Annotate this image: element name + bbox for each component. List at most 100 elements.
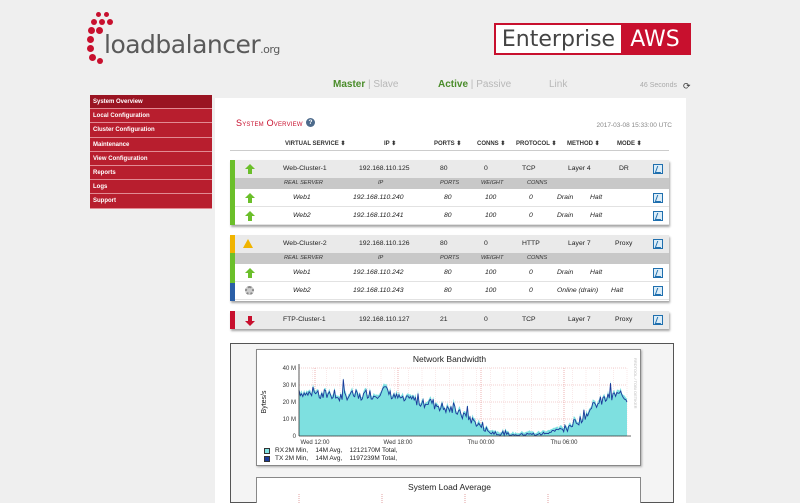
- timestamp: 2017-03-08 15:33:00 UTC: [596, 122, 672, 129]
- ha-role-status: Master | Slave: [333, 79, 399, 90]
- network-bandwidth-graph: Network Bandwidth 40 M 30 M 20 M 10 M 0 Wed 1…: [256, 349, 641, 466]
- x-tick-label: Wed 12:00: [301, 440, 331, 446]
- graph-icon[interactable]: [653, 239, 663, 249]
- vs-name[interactable]: Web-Cluster-1: [283, 165, 327, 172]
- rrdtool-credit: RRDTOOL / TOBI OETIKER: [633, 358, 638, 409]
- sidebar: System Overview Local Configuration Clus…: [90, 95, 212, 209]
- col-protocol[interactable]: PROTOCOL ⬍: [516, 141, 557, 147]
- maintenance-gear-icon: [245, 286, 254, 295]
- virtual-service-block: Web-Cluster-2 192.168.110.126 80 0 HTTP …: [230, 235, 669, 301]
- logo-dots-icon: [86, 10, 126, 66]
- logo[interactable]: loadbalancer.org: [86, 10, 280, 66]
- vs-method: Layer 7: [568, 316, 591, 323]
- real-server-row[interactable]: Web1 192.168.110.240 80 100 0 Drain Halt: [235, 189, 669, 207]
- graph-icon[interactable]: [653, 286, 663, 296]
- vs-ip: 192.168.110.126: [359, 240, 410, 247]
- vs-protocol: TCP: [522, 165, 536, 172]
- sidebar-item-support[interactable]: Support: [90, 194, 212, 209]
- vs-conns: 0: [484, 316, 488, 323]
- drain-button[interactable]: Drain: [557, 269, 574, 276]
- vs-ports: 21: [440, 316, 448, 323]
- y-tick-label: 10 M: [283, 417, 296, 423]
- virtual-service-row[interactable]: FTP-Cluster-1 192.168.110.127 21 0 TCP L…: [230, 311, 669, 329]
- vs-protocol: HTTP: [522, 240, 540, 247]
- tx-series-line: [298, 379, 628, 437]
- status-up-icon: [245, 211, 255, 221]
- vs-ports: 80: [440, 240, 448, 247]
- graph-icon[interactable]: [653, 164, 663, 174]
- rx-legend-swatch: [264, 448, 270, 454]
- real-server-row[interactable]: Web2 192.168.110.243 80 100 0 Online (dr…: [235, 282, 669, 300]
- vs-name[interactable]: FTP-Cluster-1: [283, 316, 326, 323]
- status-down-icon: [245, 316, 255, 326]
- tx-legend-swatch: [264, 456, 270, 462]
- virtual-service-block: FTP-Cluster-1 192.168.110.127 21 0 TCP L…: [230, 311, 669, 329]
- y-tick-label: 30 M: [283, 383, 296, 389]
- col-method[interactable]: METHOD ⬍: [567, 141, 600, 147]
- graph-icon[interactable]: [653, 268, 663, 278]
- col-ip[interactable]: IP ⬍: [384, 141, 397, 147]
- x-tick-label: Thu 06:00: [550, 440, 578, 446]
- drain-button[interactable]: Drain: [557, 212, 574, 219]
- sidebar-item-maintenance[interactable]: Maintenance: [90, 137, 212, 152]
- logo-text: loadbalancer.org: [104, 30, 280, 59]
- status-up-icon: [245, 193, 255, 203]
- vs-method: Layer 7: [568, 240, 591, 247]
- warning-icon: [243, 239, 253, 248]
- sidebar-item-reports[interactable]: Reports: [90, 165, 212, 181]
- status-active: Active: [438, 79, 469, 90]
- vs-mode: DR: [619, 165, 629, 172]
- help-icon[interactable]: ?: [306, 118, 315, 127]
- graph-icon[interactable]: [653, 211, 663, 221]
- status-passive: Passive: [476, 79, 512, 90]
- col-ports[interactable]: PORTS ⬍: [434, 141, 462, 147]
- sidebar-item-system-overview[interactable]: System Overview: [90, 95, 212, 110]
- platform-label: AWS: [621, 25, 689, 53]
- status-slave: Slave: [373, 79, 399, 90]
- y-tick-label: 20 M: [283, 400, 296, 406]
- col-mode[interactable]: MODE ⬍: [617, 141, 642, 147]
- halt-button[interactable]: Halt: [590, 194, 603, 201]
- real-server-header: REAL SERVER IP PORTS WEIGHT CONNS: [235, 253, 669, 264]
- halt-button[interactable]: Halt: [611, 287, 624, 294]
- table-header: VIRTUAL SERVICE ⬍ IP ⬍ PORTS ⬍ CONNS ⬍ P…: [230, 138, 669, 151]
- page-title: System Overview: [236, 118, 303, 128]
- graph-icon[interactable]: [653, 315, 663, 325]
- edition-badge: Enterprise AWS: [494, 23, 691, 55]
- status-up-icon: [245, 268, 255, 278]
- vs-method: Layer 4: [568, 165, 591, 172]
- virtual-service-row[interactable]: Web-Cluster-1 192.168.110.125 80 0 TCP L…: [230, 160, 669, 178]
- sidebar-item-view-configuration[interactable]: View Configuration: [90, 151, 212, 166]
- edition-label: Enterprise: [501, 26, 616, 52]
- sidebar-item-cluster-configuration[interactable]: Cluster Configuration: [90, 123, 212, 138]
- status-master: Master: [333, 79, 366, 90]
- halt-button[interactable]: Halt: [590, 269, 603, 276]
- col-conns[interactable]: CONNS ⬍: [477, 141, 506, 147]
- col-virtual-service[interactable]: VIRTUAL SERVICE ⬍: [285, 141, 346, 147]
- vs-ip: 192.168.110.125: [359, 165, 410, 172]
- sidebar-item-logs[interactable]: Logs: [90, 180, 212, 195]
- real-server-row[interactable]: Web2 192.168.110.241 80 100 0 Drain Halt: [235, 207, 669, 225]
- vs-conns: 0: [484, 165, 488, 172]
- real-server-row[interactable]: Web1 192.168.110.242 80 100 0 Drain Halt: [235, 264, 669, 282]
- y-tick-label: 40 M: [283, 366, 296, 372]
- drain-button[interactable]: Drain: [557, 194, 574, 201]
- vs-protocol: TCP: [522, 316, 536, 323]
- refresh-icon[interactable]: ⟳: [683, 81, 691, 91]
- y-tick-label: 0: [293, 434, 297, 440]
- vs-mode: Proxy: [615, 240, 633, 247]
- tx-legend-label: TX: [275, 455, 284, 462]
- tx-stats: 2M Min, 14M Avg, 1197239M Total,: [285, 455, 398, 462]
- virtual-service-block: Web-Cluster-1 192.168.110.125 80 0 TCP L…: [230, 160, 669, 225]
- x-tick-label: Wed 18:00: [384, 440, 414, 446]
- sidebar-item-local-configuration[interactable]: Local Configuration: [90, 109, 212, 124]
- graph-icon[interactable]: [653, 193, 663, 203]
- online-drain-button[interactable]: Online (drain): [557, 287, 599, 294]
- graph-title: System Load Average: [407, 482, 491, 492]
- vs-ip: 192.168.110.127: [359, 316, 410, 323]
- status-up-icon: [245, 164, 255, 174]
- halt-button[interactable]: Halt: [590, 212, 603, 219]
- vs-name[interactable]: Web-Cluster-2: [283, 240, 327, 247]
- virtual-service-row[interactable]: Web-Cluster-2 192.168.110.126 80 0 HTTP …: [230, 235, 669, 253]
- ha-state-status: Active | Passive: [438, 79, 512, 90]
